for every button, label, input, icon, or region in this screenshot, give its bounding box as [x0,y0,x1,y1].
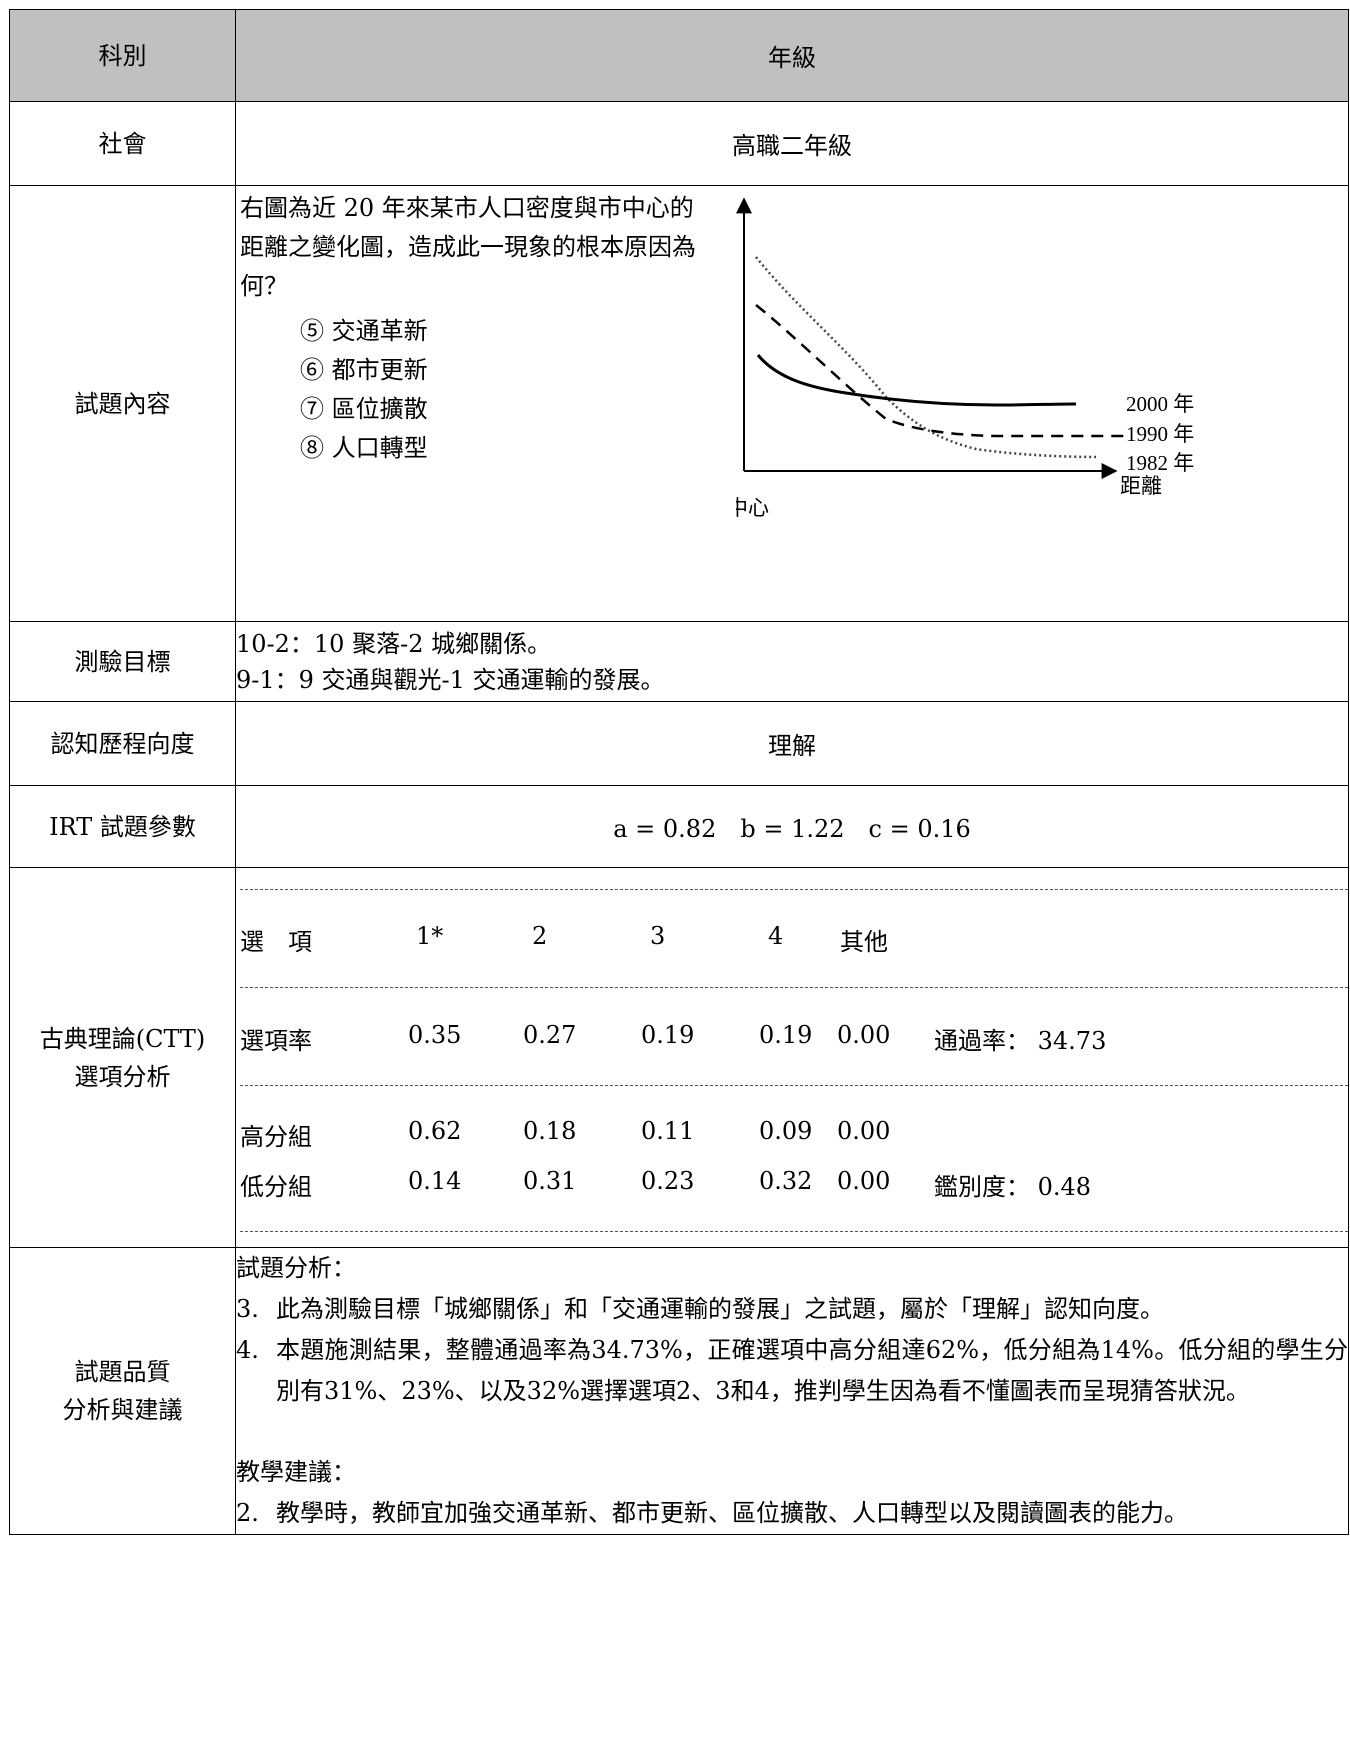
ctt-rate-cell: 0.00 [837,1020,891,1049]
ctt-label-line: 古典理論(CTT) [39,1024,206,1053]
ctt-high-cell: 0.11 [641,1116,695,1145]
y-axis-label: 人 口 密 度 [736,226,737,323]
quality-label-line: 分析與建議 [62,1396,183,1424]
series-1990-line [755,303,1126,437]
series-label-1990: 1990 年 [1126,422,1194,446]
objectives-label: 測驗目標 [9,621,236,702]
analysis-item: 3. 此為測驗目標「城鄉關係」和「交通運輸的發展」之試題，屬於「理解」認知向度。 [236,1289,1348,1330]
item-text: 本題施測結果，整體通過率為34.73%，正確選項中高分組達62%，低分組為14%… [276,1336,1348,1405]
ctt-low-cell: 低分組 [240,1172,312,1201]
item-text: 此為測驗目標「城鄉關係」和「交通運輸的發展」之試題，屬於「理解」認知向度。 [276,1295,1164,1323]
irt-label: IRT 試題參數 [9,785,236,868]
subject-value: 社會 [9,101,236,186]
ctt-header-cell: 1* [416,921,444,950]
ctt-header-cell: 選 項 [240,927,312,956]
ctt-rate-cell: 選項率 [240,1026,312,1055]
ctt-cell: 選 項 1* 2 3 4 其他 選項率 0.35 0.27 0.19 0.19 … [235,867,1349,1248]
objective-line: 9-1：9 交通與觀光-1 交通運輸的發展。 [236,665,665,694]
subject-header: 科別 [9,9,236,102]
option-list: ⑤ 交通革新 ⑥ 都市更新 ⑦ 區位擴散 ⑧ 人口轉型 [300,312,700,468]
series-2000-line [756,353,1077,407]
ctt-low-cell: 0.32 [759,1166,813,1195]
origin-label: 市中心 [736,496,769,520]
ctt-low-cell: 0.23 [641,1166,695,1195]
series-label-2000: 2000 年 [1126,392,1194,416]
ctt-high-cell: 0.09 [759,1116,813,1145]
series-label-1982: 1982 年 [1126,451,1194,475]
dashed-divider [240,888,1348,890]
analysis-title: 試題分析： [236,1254,356,1282]
ctt-low-cell: 0.31 [523,1166,577,1195]
ctt-rate-cell: 0.19 [759,1020,813,1049]
question-label: 試題內容 [9,185,236,622]
ctt-high-cell: 0.00 [837,1116,891,1145]
quality-cell: 試題分析： 3. 此為測驗目標「城鄉關係」和「交通運輸的發展」之試題，屬於「理解… [235,1247,1349,1535]
ctt-high-cell: 0.18 [523,1116,577,1145]
item-text: 教學時，教師宜加強交通革新、都市更新、區位擴散、人口轉型以及閱讀圖表的能力。 [276,1499,1188,1527]
item-number: 2. [236,1499,259,1527]
series-1982-line [755,255,1097,458]
ctt-header-cell: 其他 [840,927,888,956]
analysis-item: 4. 本題施測結果，整體通過率為34.73%，正確選項中高分組達62%，低分組為… [236,1330,1348,1412]
objective-line: 10-2：10 聚落-2 城鄉關係。 [236,629,552,658]
grade-value: 高職二年級 [235,101,1349,186]
ctt-rate-cell: 0.19 [641,1020,695,1049]
discrimination: 鑑別度： 0.48 [934,1172,1092,1201]
ctt-label-line: 選項分析 [74,1062,171,1091]
item-analysis-table: 科別 年級 社會 高職二年級 試題內容 右圖為近 20 年來某市人口密度與市中心… [9,9,1349,1535]
pass-rate: 通過率： 34.73 [934,1026,1107,1055]
irt-value: a = 0.82 b = 1.22 c = 0.16 [235,785,1349,868]
x-axis-label: 距離 [1120,474,1162,498]
question-stem: 右圖為近 20 年來某市人口密度與市中心的距離之變化圖，造成此一現象的根本原因為… [240,189,700,468]
question-cell: 右圖為近 20 年來某市人口密度與市中心的距離之變化圖，造成此一現象的根本原因為… [235,185,1349,622]
ctt-low-cell: 0.14 [408,1166,462,1195]
option-item: ⑦ 區位擴散 [300,394,428,423]
ctt-header-cell: 2 [532,921,548,950]
option-item: ⑧ 人口轉型 [300,433,428,462]
cognitive-label: 認知歷程向度 [9,701,236,786]
advice-item: 2. 教學時，教師宜加強交通革新、都市更新、區位擴散、人口轉型以及閱讀圖表的能力… [236,1493,1348,1534]
dashed-divider [240,1230,1348,1232]
quality-label-line: 試題品質 [74,1358,171,1386]
ctt-grid: 選 項 1* 2 3 4 其他 選項率 0.35 0.27 0.19 0.19 … [236,869,1348,1247]
objectives-cell: 10-2：10 聚落-2 城鄉關係。 9-1：9 交通與觀光-1 交通運輸的發展… [235,621,1349,702]
ctt-header-cell: 3 [650,921,666,950]
ctt-high-cell: 高分組 [240,1122,312,1151]
dashed-divider [240,986,1348,988]
option-item: ⑥ 都市更新 [300,355,428,384]
ctt-low-cell: 0.00 [837,1166,891,1195]
item-number: 4. [236,1336,259,1364]
advice-title: 教學建議： [236,1458,356,1486]
item-number: 3. [236,1295,259,1323]
cognitive-value: 理解 [235,701,1349,786]
grade-header: 年級 [235,9,1349,102]
question-stem-text: 右圖為近 20 年來某市人口密度與市中心的距離之變化圖，造成此一現象的根本原因為… [240,193,696,300]
ctt-header-cell: 4 [768,921,784,950]
population-density-chart: 人 口 密 度 2000 年 1990 年 1982 年 距離 市中心 [736,196,1194,520]
ctt-label: 古典理論(CTT) 選項分析 [9,867,236,1248]
dashed-divider [240,1084,1348,1086]
ctt-rate-cell: 0.35 [408,1020,462,1049]
ctt-high-cell: 0.62 [408,1116,462,1145]
option-item: ⑤ 交通革新 [300,316,428,345]
quality-label: 試題品質 分析與建議 [9,1247,236,1535]
ctt-rate-cell: 0.27 [523,1020,577,1049]
